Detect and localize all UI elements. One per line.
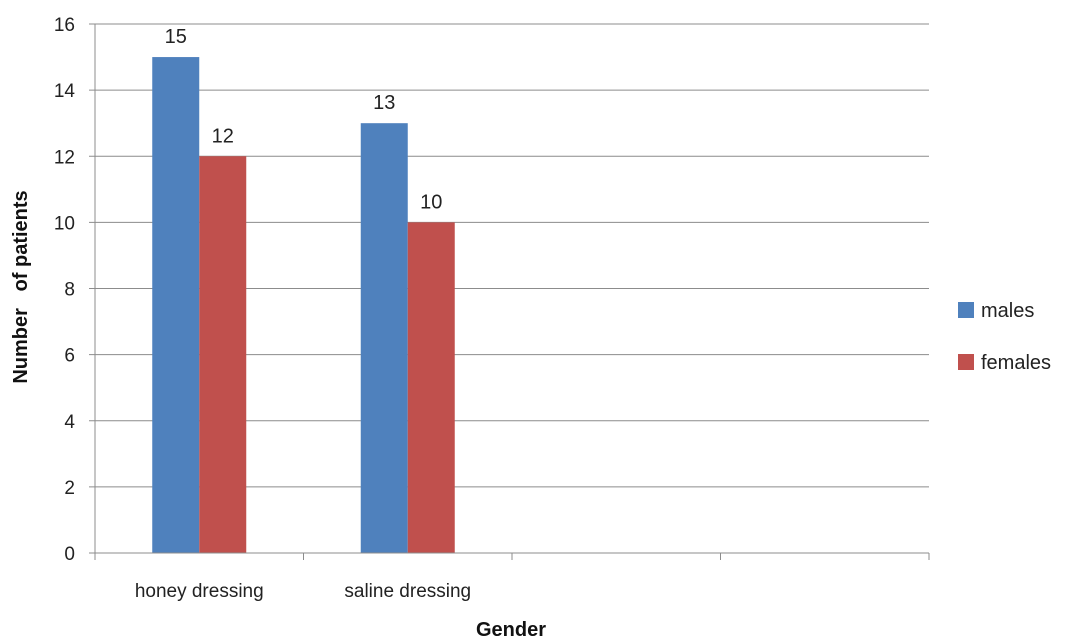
legend-label: males bbox=[981, 300, 1034, 322]
data-label: 10 bbox=[420, 191, 442, 213]
bars bbox=[152, 57, 455, 553]
bar-females bbox=[199, 156, 247, 553]
y-tick-label: 4 bbox=[64, 412, 75, 433]
data-label: 13 bbox=[373, 92, 395, 114]
bar-females bbox=[407, 222, 455, 553]
bar-males bbox=[360, 123, 408, 553]
legend-swatch bbox=[958, 302, 974, 318]
tick-labels: 0 2 4 6 8 10 12 14 16 honey dressing saline dressi… bbox=[54, 15, 471, 602]
y-tick-label: 16 bbox=[54, 15, 75, 36]
legend-swatch bbox=[958, 354, 974, 370]
x-tick-label: saline dressing bbox=[344, 581, 471, 602]
x-tick-label: honey dressing bbox=[135, 581, 264, 602]
y-tick-label: 14 bbox=[54, 81, 76, 102]
legend: males females bbox=[958, 300, 1051, 374]
y-tick-label: 0 bbox=[64, 544, 75, 565]
x-axis-title: Gender bbox=[476, 619, 546, 641]
y-tick-label: 2 bbox=[64, 478, 75, 499]
y-tick-label: 8 bbox=[64, 280, 75, 301]
data-labels: 15 12 13 10 bbox=[165, 26, 443, 213]
y-tick-label: 6 bbox=[64, 346, 75, 367]
data-label: 12 bbox=[212, 125, 234, 147]
legend-label: females bbox=[981, 352, 1051, 374]
y-axis-title: Number of patients bbox=[10, 190, 32, 383]
axes bbox=[89, 23, 930, 560]
y-tick-label: 10 bbox=[54, 213, 75, 234]
bar-males bbox=[152, 57, 200, 553]
data-label: 15 bbox=[165, 26, 187, 48]
y-tick-label: 12 bbox=[54, 147, 75, 168]
